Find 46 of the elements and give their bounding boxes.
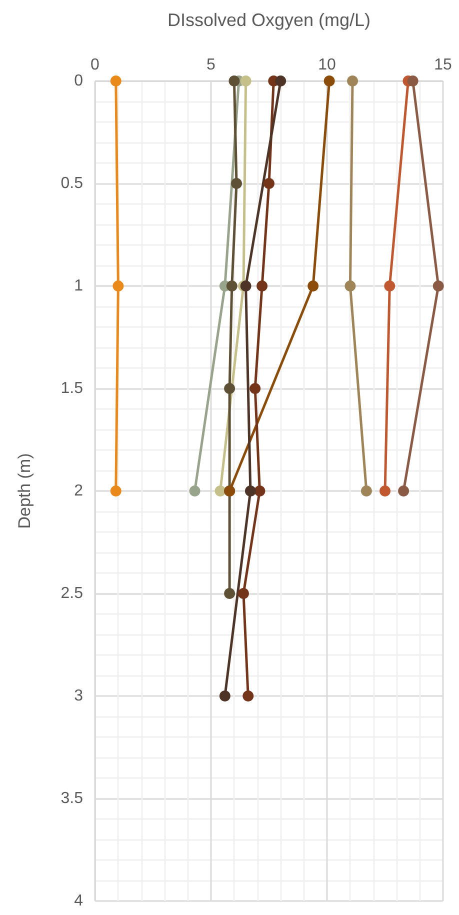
point [250,383,261,394]
point [308,280,319,292]
point [432,280,444,292]
point [344,280,356,292]
x-tick-label: 10 [318,56,336,74]
point [242,690,254,702]
y-tick-label: 2.5 [60,585,84,602]
x-tick-label: 5 [206,56,216,74]
point [398,486,410,496]
point [224,383,236,394]
point [224,588,236,599]
point [254,486,266,496]
point [214,486,226,496]
point [324,76,335,86]
y-tick-label: 0.5 [60,175,84,192]
point [238,588,249,599]
point [360,486,372,496]
point [244,486,256,496]
y-tick-label: 0 [74,72,84,90]
point [240,76,252,86]
x-axis-title: DIssolved Oxgyen (mg/L) [167,10,371,30]
y-tick-label: 3.5 [60,790,84,807]
y-axis-title: Depth (m) [15,453,34,529]
point [110,76,122,86]
point [264,178,274,189]
point [231,178,242,189]
point [228,76,240,86]
point [384,280,396,292]
point [110,486,122,496]
point [380,486,390,496]
point [347,76,358,86]
y-tick-label: 1.5 [60,380,84,397]
point [275,76,286,86]
point [256,280,268,292]
y-tick-label: 4 [74,892,84,910]
x-tick-label: 15 [434,56,452,74]
point [112,280,124,292]
y-tick-label: 3 [74,688,84,704]
point [219,690,230,702]
point [189,486,200,496]
point [240,280,252,292]
point [407,76,418,86]
x-tick-label: 0 [90,56,100,74]
y-tick-label: 2 [74,482,84,500]
y-tick-label: 1 [74,278,84,294]
point [226,280,238,292]
